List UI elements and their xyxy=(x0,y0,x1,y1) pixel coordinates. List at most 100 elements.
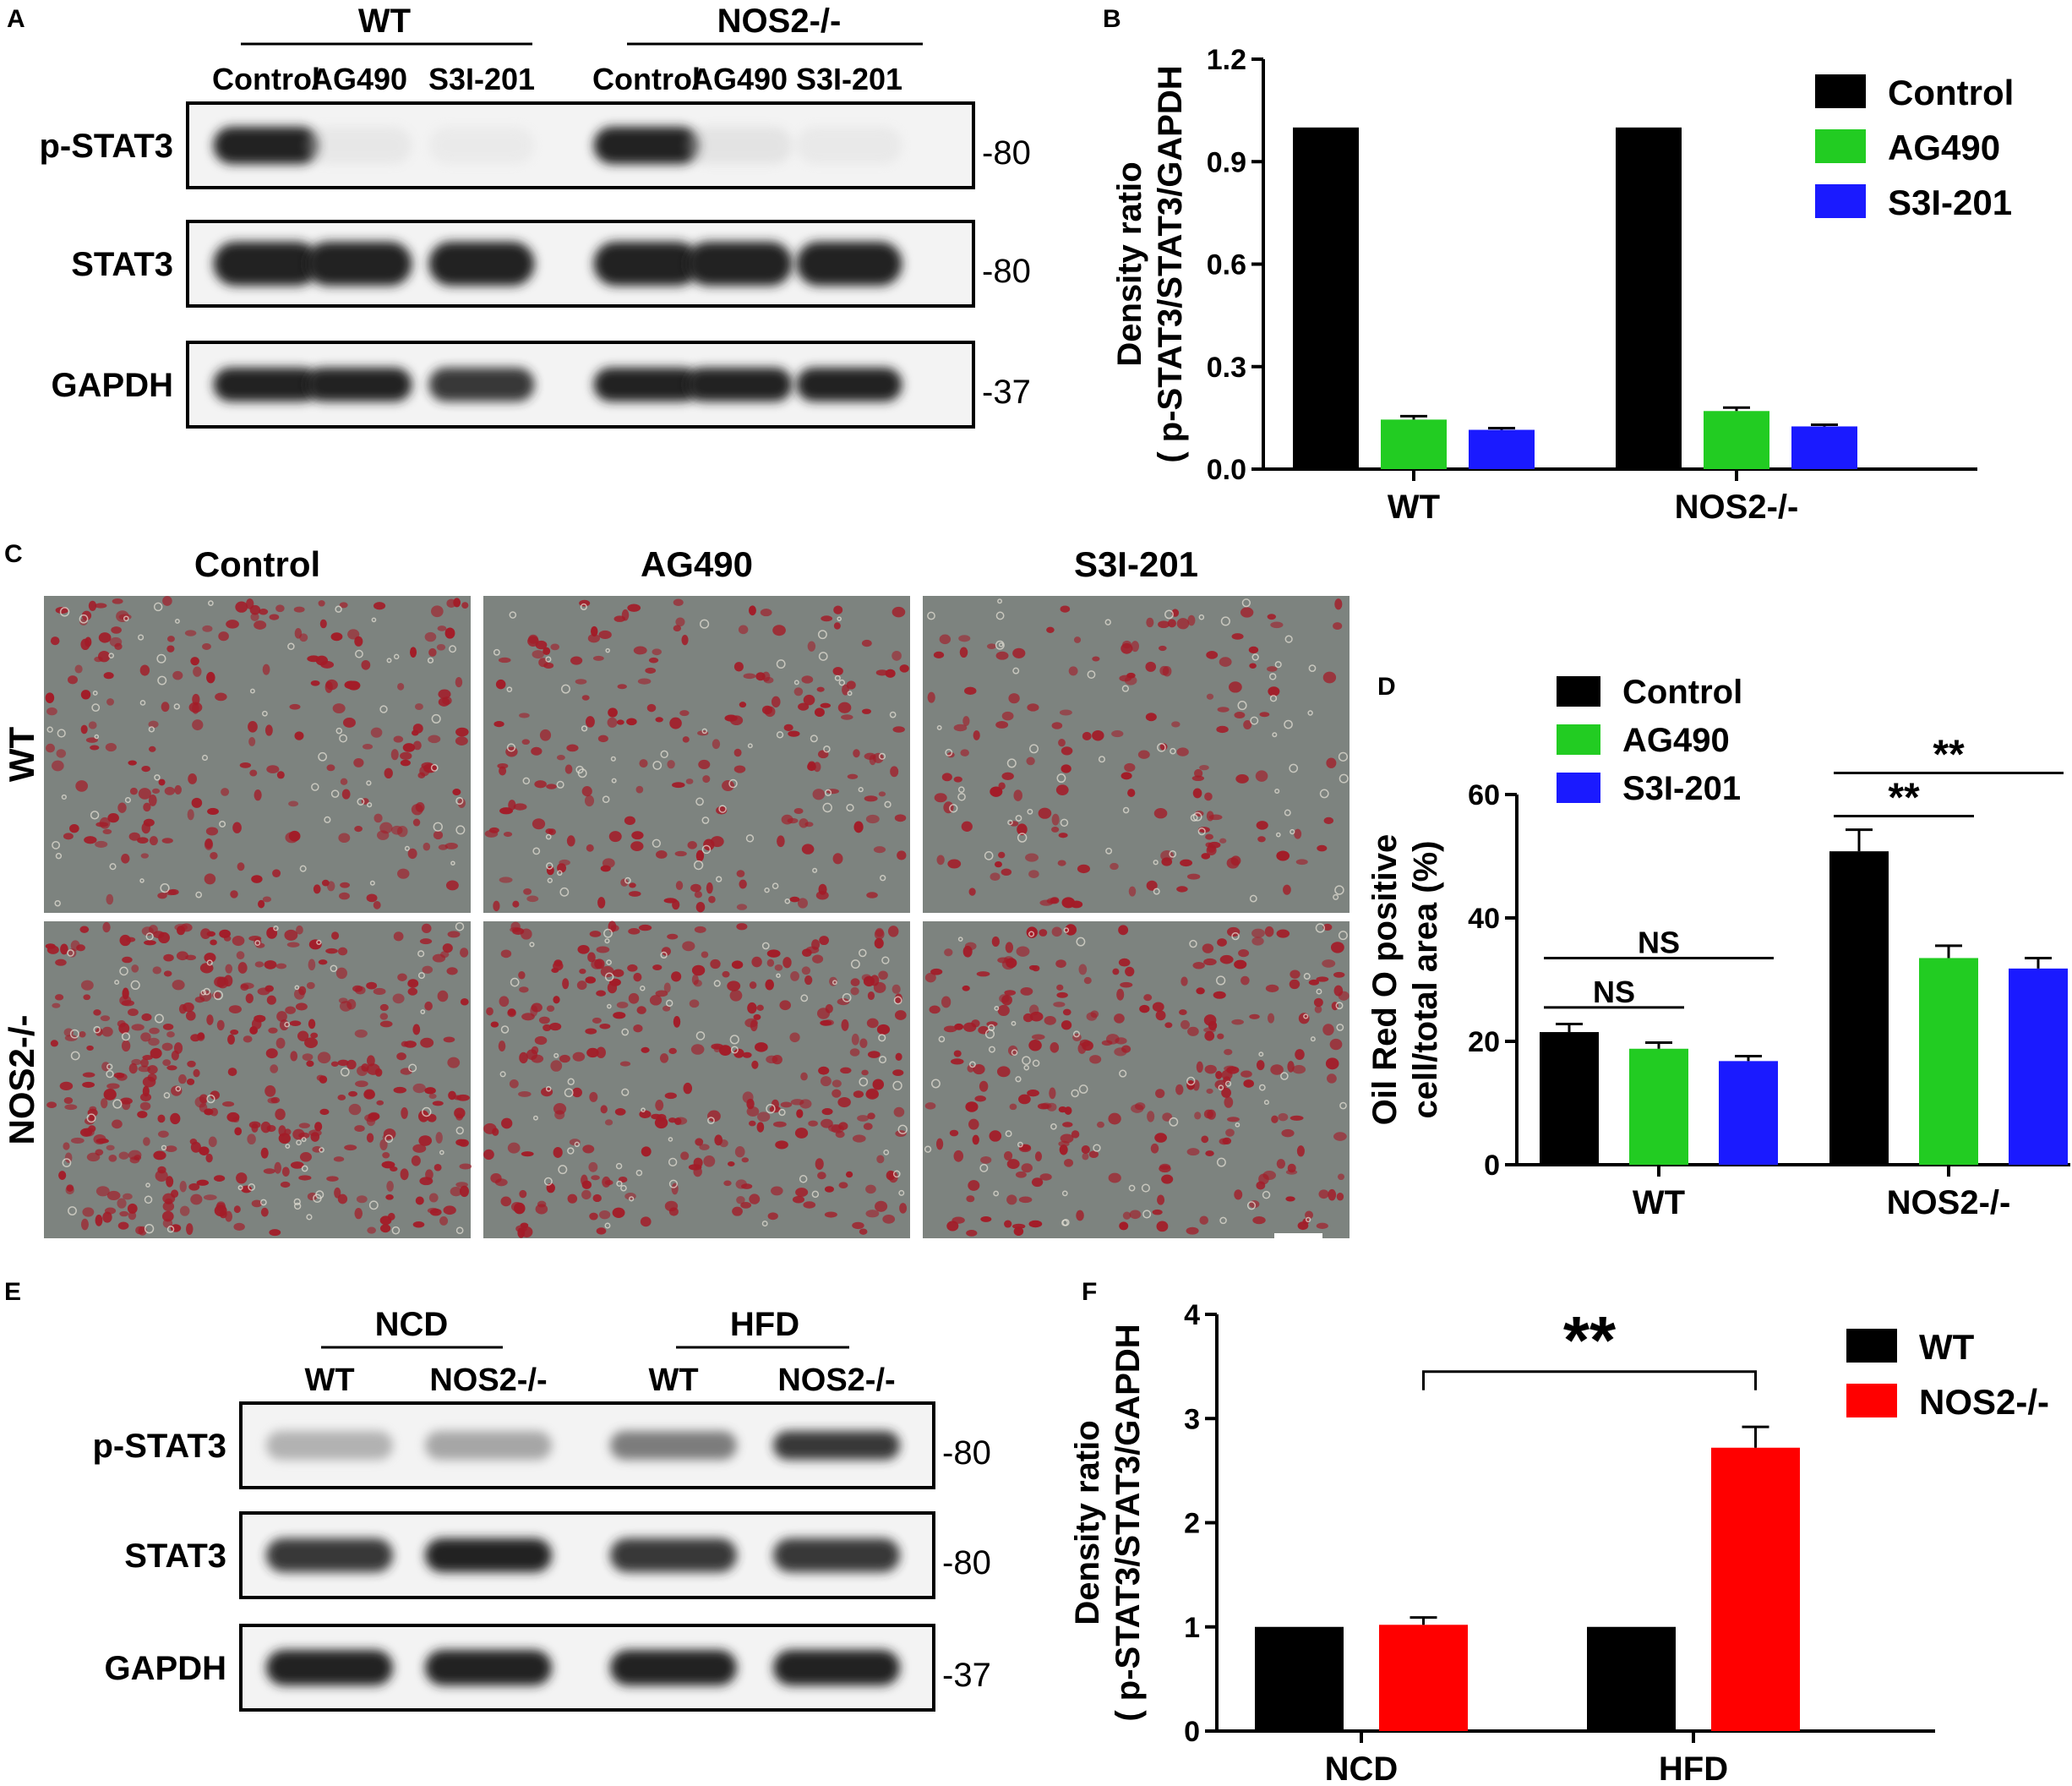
stained-cell xyxy=(1268,686,1280,696)
stained-cell xyxy=(325,679,338,691)
stained-cell xyxy=(196,1179,210,1186)
stained-cell xyxy=(852,1221,864,1230)
x-tick-label-1: NOS2-/- xyxy=(1887,1184,2011,1221)
stained-cell xyxy=(1161,1174,1174,1184)
stained-cell xyxy=(1020,986,1033,996)
stained-cell xyxy=(1216,725,1229,734)
bar-ag490 xyxy=(1704,411,1769,469)
stained-cell xyxy=(489,827,499,833)
stained-cell xyxy=(562,978,570,990)
bar-control xyxy=(1293,127,1359,470)
stained-cell xyxy=(1061,1020,1072,1030)
unstained-cell xyxy=(1305,1216,1311,1223)
stained-cell xyxy=(1159,665,1170,676)
stained-cell xyxy=(427,1113,437,1122)
stained-cell xyxy=(1179,1009,1187,1015)
bar-wt xyxy=(1255,1626,1344,1731)
stained-cell xyxy=(246,598,254,609)
stained-cell xyxy=(1264,926,1274,937)
stained-cell xyxy=(1249,1013,1260,1019)
stained-cell xyxy=(706,882,713,894)
stained-cell xyxy=(794,1128,809,1139)
unstained-cell xyxy=(924,1145,932,1153)
stained-cell xyxy=(1322,671,1337,684)
stained-cell xyxy=(339,892,350,900)
unstained-cell xyxy=(610,756,616,762)
stained-cell xyxy=(412,1024,421,1035)
stained-cell xyxy=(1150,1143,1159,1154)
stained-cell xyxy=(507,1142,521,1154)
unstained-cell xyxy=(254,940,261,947)
unstained-cell xyxy=(1307,710,1313,716)
unstained-cell xyxy=(1275,832,1281,838)
stained-cell xyxy=(251,875,263,883)
stained-cell xyxy=(452,789,461,795)
unstained-cell xyxy=(1141,1183,1150,1193)
unstained-cell xyxy=(995,611,1005,620)
unstained-cell xyxy=(707,1117,715,1125)
stained-cell xyxy=(756,1004,764,1012)
stained-cell xyxy=(166,1065,177,1071)
stained-cell xyxy=(230,890,238,898)
stained-cell xyxy=(1234,712,1246,718)
stained-cell xyxy=(986,643,997,649)
stained-cell xyxy=(972,1134,979,1145)
unstained-cell xyxy=(892,1170,901,1178)
stained-cell xyxy=(199,1146,210,1155)
stained-cell xyxy=(1065,924,1077,936)
stained-cell xyxy=(1044,1015,1056,1025)
stained-cell xyxy=(453,1095,462,1101)
stained-cell xyxy=(924,1102,936,1110)
stained-cell xyxy=(1158,620,1170,629)
stained-cell xyxy=(961,821,973,832)
stained-cell xyxy=(275,604,285,613)
unstained-cell xyxy=(79,614,89,624)
stained-cell xyxy=(585,716,595,728)
stained-cell xyxy=(876,1155,885,1164)
stained-cell xyxy=(411,804,423,816)
blot-band xyxy=(213,127,319,164)
stained-cell xyxy=(337,1095,346,1101)
stained-cell xyxy=(636,1006,646,1014)
stained-cell xyxy=(645,667,657,674)
stained-cell xyxy=(761,671,771,682)
stained-cell xyxy=(162,1201,175,1212)
stained-cell xyxy=(821,615,833,622)
stained-cell xyxy=(435,1132,443,1144)
unstained-cell xyxy=(701,844,712,855)
stained-cell xyxy=(313,884,321,894)
stained-cell xyxy=(675,881,684,891)
unstained-cell xyxy=(878,1034,886,1042)
stained-cell xyxy=(1333,622,1343,631)
stained-cell xyxy=(340,882,351,888)
stained-cell xyxy=(934,793,947,803)
stained-cell xyxy=(1108,1172,1121,1183)
stained-cell xyxy=(393,931,404,942)
stained-cell xyxy=(1051,827,1060,833)
stained-cell xyxy=(1217,1033,1224,1040)
stained-cell xyxy=(545,828,553,834)
unstained-cell xyxy=(1007,819,1013,826)
stained-cell xyxy=(998,851,1006,859)
y-axis-label-line2: ( p-STAT3/STAT3/GAPDH xyxy=(1152,65,1189,462)
bar-control xyxy=(1829,851,1889,1165)
stained-cell xyxy=(690,883,701,893)
unstained-cell xyxy=(529,942,535,948)
stained-cell xyxy=(1234,1189,1243,1200)
stained-cell xyxy=(376,1100,384,1106)
y-tick-label-4: 4 xyxy=(1184,1299,1200,1331)
stained-cell xyxy=(235,601,248,613)
stained-cell xyxy=(1058,833,1068,838)
stained-cell xyxy=(102,921,111,933)
stained-cell xyxy=(543,647,551,656)
legend-swatch-1 xyxy=(1557,724,1600,755)
unstained-cell xyxy=(730,1046,739,1054)
stained-cell xyxy=(117,1198,127,1209)
stained-cell xyxy=(546,866,554,876)
panel-e-group-hfd: HFD xyxy=(730,1306,799,1343)
stained-cell xyxy=(251,1199,263,1208)
stained-cell xyxy=(1180,976,1188,986)
unstained-cell xyxy=(324,816,331,823)
unstained-cell xyxy=(1022,1056,1031,1065)
